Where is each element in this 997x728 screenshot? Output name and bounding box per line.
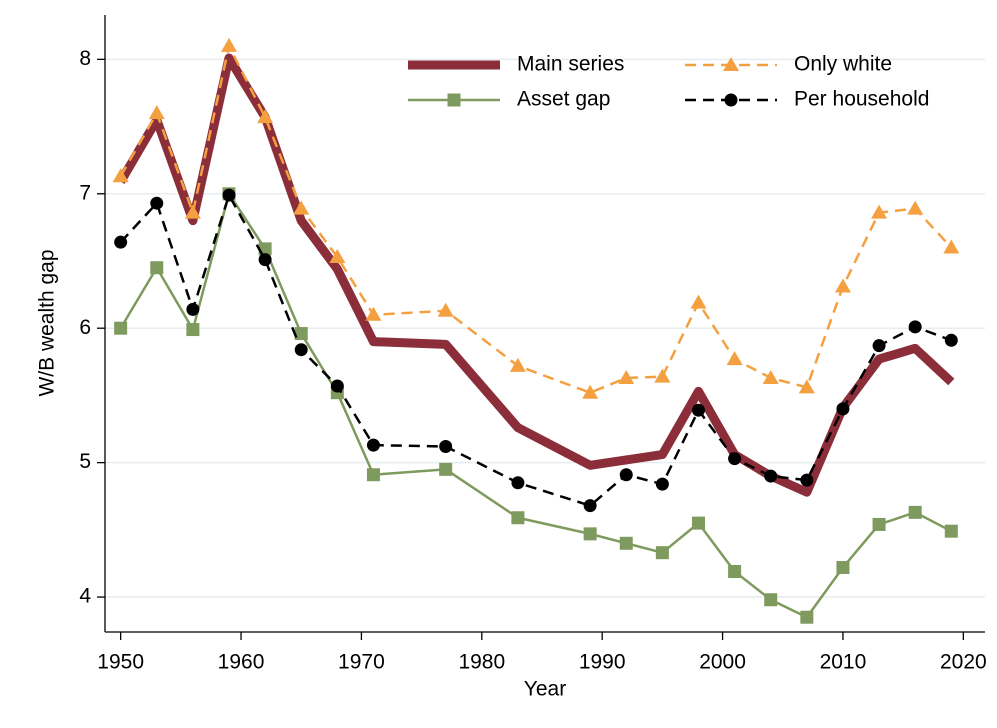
x-tick-label: 2010 (820, 651, 867, 674)
legend-label: Only white (794, 53, 892, 76)
marker-square (728, 565, 742, 579)
marker-triangle (726, 351, 743, 366)
marker-square (764, 593, 778, 607)
marker-circle (728, 452, 742, 466)
marker-triangle (907, 200, 924, 215)
marker-circle (691, 403, 705, 417)
marker-square (114, 321, 128, 335)
marker-circle (114, 235, 128, 249)
marker-circle (800, 473, 814, 487)
marker-triangle (184, 204, 201, 219)
x-tick-label: 1980 (458, 651, 505, 674)
marker-triangle (654, 368, 671, 383)
y-tick-label: 4 (79, 585, 91, 608)
y-axis-label: W/B wealth gap (36, 249, 59, 396)
marker-triangle (690, 294, 707, 309)
marker-triangle (148, 105, 165, 120)
marker-square (439, 462, 453, 476)
marker-triangle (582, 384, 599, 399)
series-line (119, 193, 952, 507)
marker-square (655, 546, 669, 560)
marker-square (944, 524, 958, 538)
marker-square (908, 505, 922, 519)
legend-label: Main series (517, 53, 624, 76)
marker-circle (872, 339, 886, 353)
marker-triangle (257, 109, 274, 124)
marker-circle (258, 253, 272, 267)
marker-circle (150, 196, 164, 210)
x-tick-label: 2020 (940, 651, 987, 674)
legend-marker (723, 57, 739, 71)
marker-square (872, 517, 886, 531)
y-tick-label: 8 (79, 47, 91, 70)
marker-triangle (871, 204, 888, 219)
marker-circle (836, 402, 850, 416)
marker-circle (764, 469, 778, 483)
marker-triangle (112, 168, 129, 183)
marker-circle (222, 188, 236, 202)
legend-label: Per household (794, 88, 929, 111)
marker-circle (583, 499, 597, 513)
marker-square (366, 468, 380, 482)
marker-circle (366, 438, 380, 452)
marker-circle (294, 343, 308, 357)
marker-triangle (762, 369, 779, 384)
marker-square (583, 527, 597, 541)
marker-triangle (365, 306, 382, 321)
marker-square (619, 536, 633, 550)
marker-square (691, 516, 705, 530)
marker-square (186, 323, 200, 337)
marker-triangle (834, 278, 851, 293)
marker-triangle (437, 302, 454, 317)
x-tick-label: 1970 (338, 651, 385, 674)
marker-triangle (220, 37, 237, 52)
marker-square (511, 511, 525, 525)
x-axis-label: Year (524, 678, 566, 701)
y-tick-label: 5 (79, 450, 91, 473)
marker-circle (619, 468, 633, 482)
legend-marker (724, 93, 738, 107)
y-tick-label: 7 (79, 181, 91, 204)
marker-triangle (329, 248, 346, 263)
marker-square (150, 261, 164, 275)
legend-marker (447, 93, 461, 107)
y-tick-label: 6 (79, 316, 91, 339)
marker-square (800, 610, 814, 624)
marker-triangle (943, 239, 960, 254)
marker-triangle (618, 369, 635, 384)
marker-square (294, 327, 308, 341)
x-tick-label: 1990 (579, 651, 626, 674)
series-line (116, 53, 955, 497)
marker-triangle (293, 200, 310, 215)
x-tick-label: 1950 (97, 651, 144, 674)
legend-label: Asset gap (517, 88, 610, 111)
marker-circle (330, 379, 344, 393)
x-tick-label: 1960 (218, 651, 265, 674)
series-line (119, 44, 953, 394)
marker-triangle (798, 379, 815, 394)
series-line (119, 192, 952, 619)
marker-square (836, 560, 850, 574)
marker-circle (439, 439, 453, 453)
marker-circle (655, 477, 669, 491)
marker-circle (511, 476, 525, 490)
x-tick-label: 2000 (699, 651, 746, 674)
marker-circle (186, 302, 200, 316)
marker-triangle (509, 357, 526, 372)
marker-circle (944, 333, 958, 347)
marker-circle (908, 320, 922, 334)
